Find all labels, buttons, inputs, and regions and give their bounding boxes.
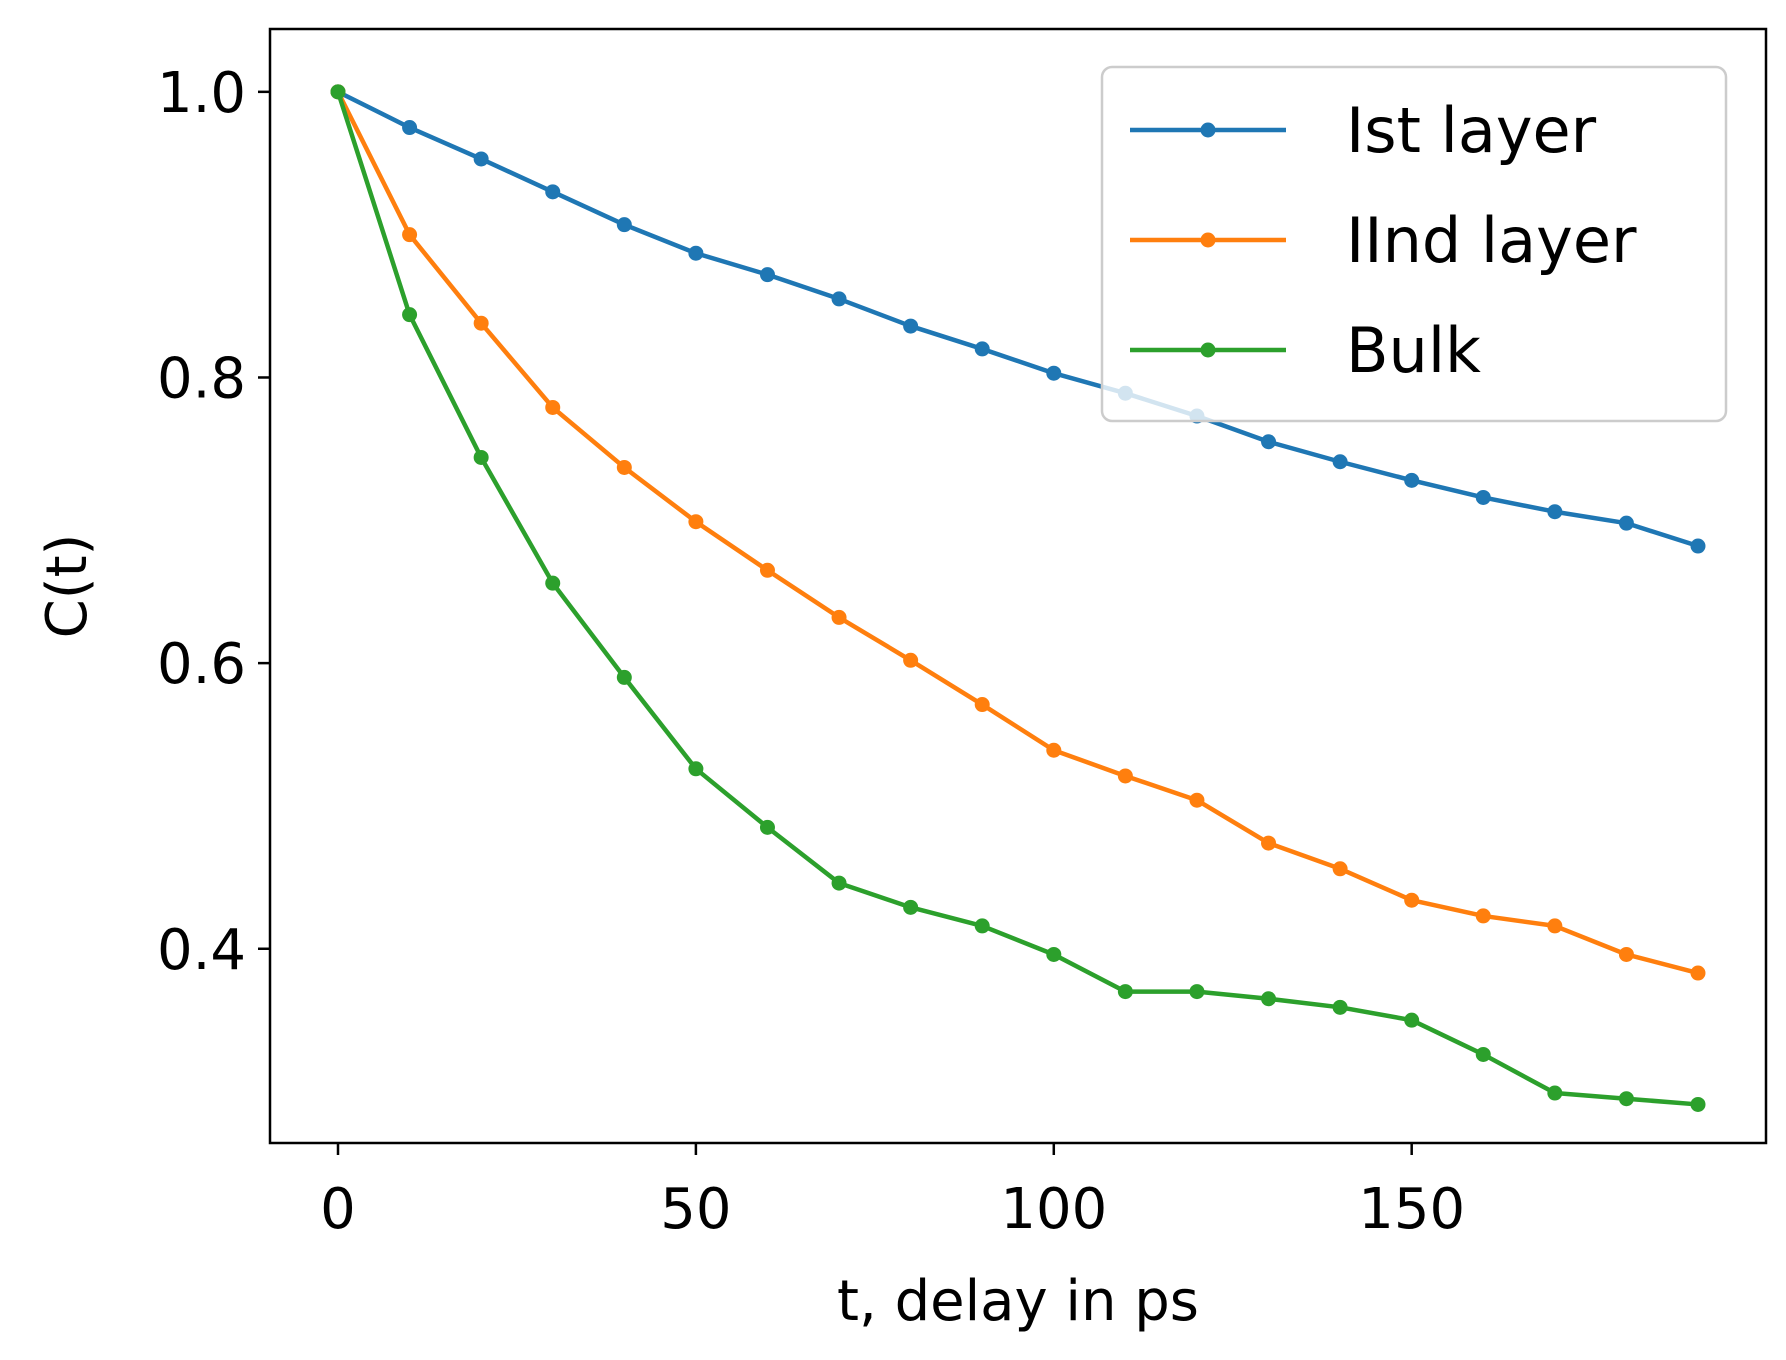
data-point [1618, 515, 1634, 531]
x-tick-label: 50 [660, 1177, 731, 1242]
data-point [1261, 434, 1277, 450]
y-tick-label: 0.6 [157, 632, 246, 697]
data-point [1547, 918, 1563, 934]
data-point [616, 669, 632, 685]
legend-label: Bulk [1346, 314, 1481, 387]
data-point [1117, 984, 1133, 1000]
data-point [1332, 861, 1348, 877]
data-point [616, 217, 632, 233]
data-point [831, 875, 847, 891]
legend-label: Ist layer [1346, 94, 1597, 167]
legend: Ist layer IInd layer Bulk [1100, 65, 1728, 423]
data-point [1404, 472, 1420, 488]
data-point [330, 84, 346, 100]
x-tick-label: 150 [1358, 1177, 1465, 1242]
data-point [1046, 946, 1062, 962]
data-point [688, 514, 704, 530]
data-point [1475, 1046, 1491, 1062]
y-tick-label: 0.8 [157, 346, 246, 411]
data-point [974, 341, 990, 357]
data-point [1547, 1085, 1563, 1101]
legend-swatch-marker [1200, 342, 1216, 358]
x-tick-label: 0 [320, 1177, 356, 1242]
data-point [473, 151, 489, 167]
data-point [1332, 999, 1348, 1015]
series-line [335, 91, 1699, 1107]
data-point [1404, 1012, 1420, 1028]
legend-swatch-marker [1200, 122, 1216, 138]
data-point [1690, 1096, 1706, 1112]
data-point [903, 318, 919, 334]
data-point [402, 307, 418, 323]
data-point [616, 459, 632, 475]
data-point [688, 761, 704, 777]
data-point [1332, 454, 1348, 470]
series-2 [330, 84, 1706, 1112]
data-point [402, 120, 418, 136]
legend-item: Bulk [1130, 314, 1481, 387]
data-point [545, 575, 561, 591]
x-tick-label: 100 [1000, 1177, 1107, 1242]
data-point [1189, 984, 1205, 1000]
series-line [336, 89, 1699, 549]
data-point [1547, 504, 1563, 520]
y-axis: 0.4 0.6 0.8 1.0 [157, 61, 270, 983]
series-line [335, 90, 1699, 976]
data-point [759, 562, 775, 578]
x-axis: 0 50 100 150 [320, 1143, 1465, 1242]
data-point [1618, 1091, 1634, 1107]
data-point [759, 819, 775, 835]
data-point [903, 899, 919, 915]
legend-label: IInd layer [1346, 204, 1637, 277]
legend-item: IInd layer [1130, 204, 1637, 277]
x-axis-label: t, delay in ps [837, 1269, 1199, 1334]
data-point [1404, 892, 1420, 908]
data-point [831, 609, 847, 625]
data-point [473, 449, 489, 465]
data-point [688, 245, 704, 261]
y-tick-label: 0.4 [157, 918, 246, 983]
data-point [974, 697, 990, 713]
data-point [1261, 835, 1277, 851]
plot-frame [268, 27, 1768, 1145]
y-axis-label: C(t) [35, 534, 100, 639]
data-point [974, 918, 990, 934]
data-point [545, 399, 561, 415]
data-point [831, 291, 847, 307]
data-point [1189, 792, 1205, 808]
y-tick-label: 1.0 [157, 61, 246, 126]
data-point [1690, 965, 1706, 981]
data-point [1046, 365, 1062, 381]
data-point [1690, 538, 1706, 554]
data-point [473, 315, 489, 331]
data-point [402, 227, 418, 243]
legend-item: Ist layer [1130, 94, 1597, 167]
data-point [903, 652, 919, 668]
legend-box [1100, 65, 1728, 423]
data-point [1117, 768, 1133, 784]
data-point [1475, 489, 1491, 505]
data-point [759, 267, 775, 283]
data-point [1046, 742, 1062, 758]
data-point [1261, 991, 1277, 1007]
data-point [1475, 908, 1491, 924]
legend-swatch-marker [1200, 232, 1216, 248]
data-point [1618, 946, 1634, 962]
data-point [545, 184, 561, 200]
